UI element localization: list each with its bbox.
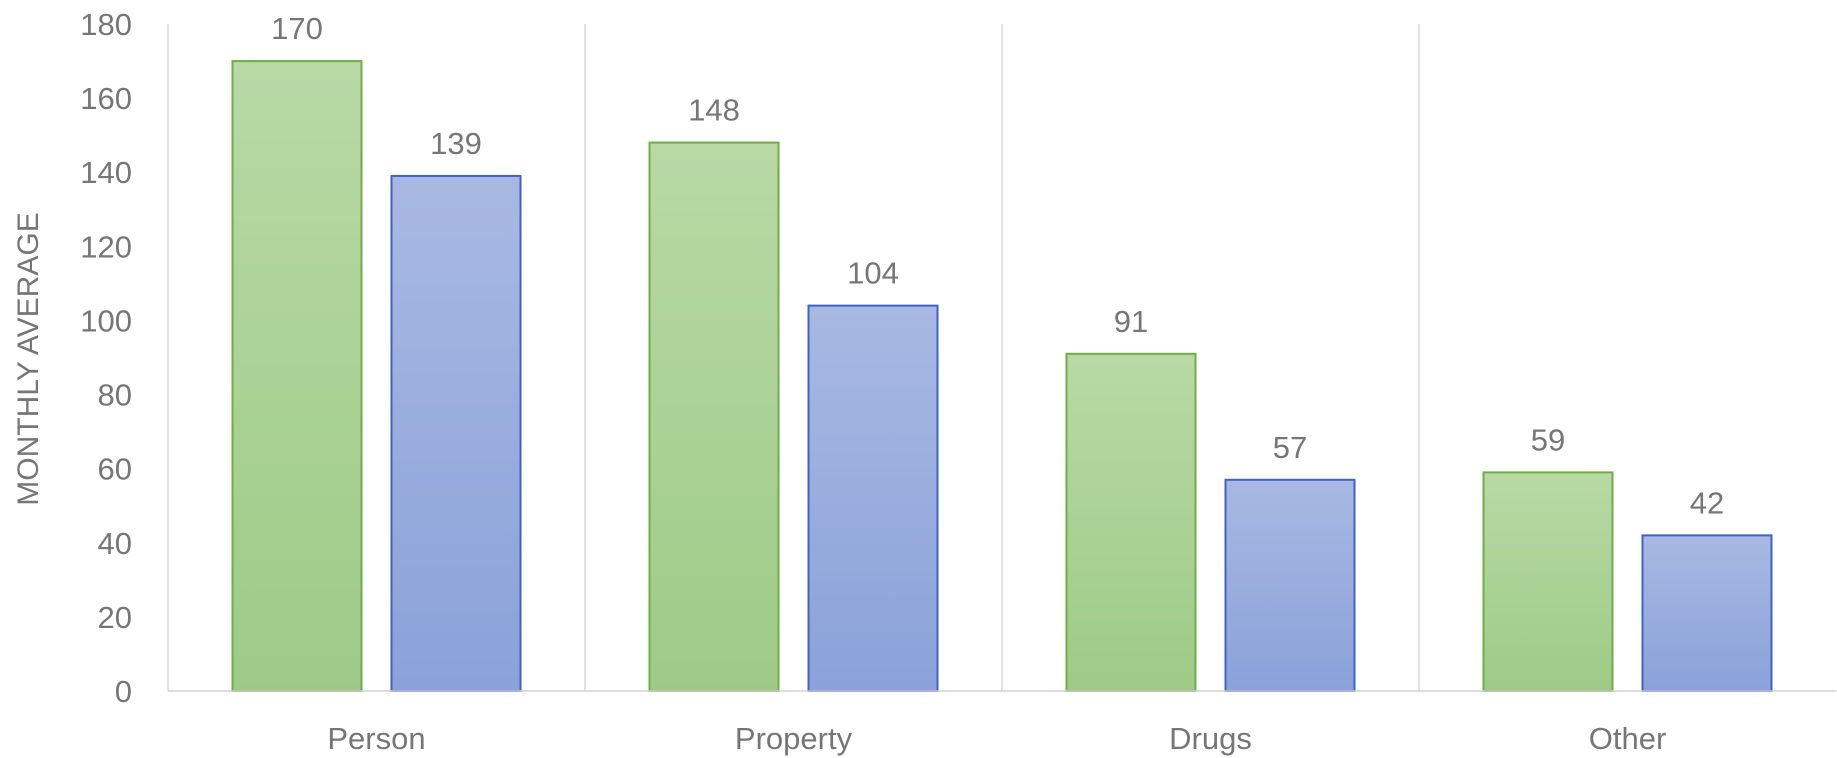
- data-label: 104: [847, 256, 899, 291]
- y-axis-ticks: 0 20 40 60 80 100 120 140 160 180: [80, 7, 132, 709]
- data-label: 148: [688, 93, 740, 128]
- x-tick-label: Person: [327, 721, 425, 756]
- data-label: 59: [1531, 422, 1565, 457]
- bars: [231, 60, 1773, 693]
- x-tick-label: Drugs: [1169, 721, 1252, 756]
- y-axis-title: MONTHLY AVERAGE: [12, 212, 45, 505]
- bar-property-series-2: [807, 304, 939, 692]
- bar-person-series-2: [390, 174, 522, 692]
- y-tick-label: 60: [98, 452, 132, 487]
- bar-drugs-series-2: [1224, 478, 1356, 692]
- data-label: 91: [1114, 304, 1148, 339]
- data-label: 139: [430, 126, 482, 161]
- y-tick-label: 140: [80, 155, 132, 190]
- category-separators: [167, 24, 1420, 691]
- data-labels: 170 139 148 104 91 57 59 42: [271, 11, 1724, 520]
- x-tick-label: Property: [735, 721, 853, 756]
- bar-other-series-2: [1641, 534, 1773, 692]
- bar-other-series-1: [1482, 471, 1614, 692]
- y-tick-label: 40: [98, 526, 132, 561]
- y-tick-label: 120: [80, 229, 132, 264]
- x-tick-label: Other: [1589, 721, 1667, 756]
- bar-drugs-series-1: [1065, 352, 1197, 692]
- bar-property-series-1: [648, 141, 780, 693]
- y-tick-label: 160: [80, 81, 132, 116]
- y-tick-label: 180: [80, 7, 132, 42]
- data-label: 170: [271, 11, 323, 46]
- y-tick-label: 80: [98, 378, 132, 413]
- data-label: 42: [1690, 485, 1724, 520]
- y-tick-label: 20: [98, 600, 132, 635]
- y-tick-label: 100: [80, 303, 132, 338]
- bar-person-series-1: [231, 60, 363, 693]
- y-tick-label: 0: [115, 674, 132, 709]
- data-label: 57: [1273, 430, 1307, 465]
- x-axis-labels: Person Property Drugs Other: [327, 721, 1666, 756]
